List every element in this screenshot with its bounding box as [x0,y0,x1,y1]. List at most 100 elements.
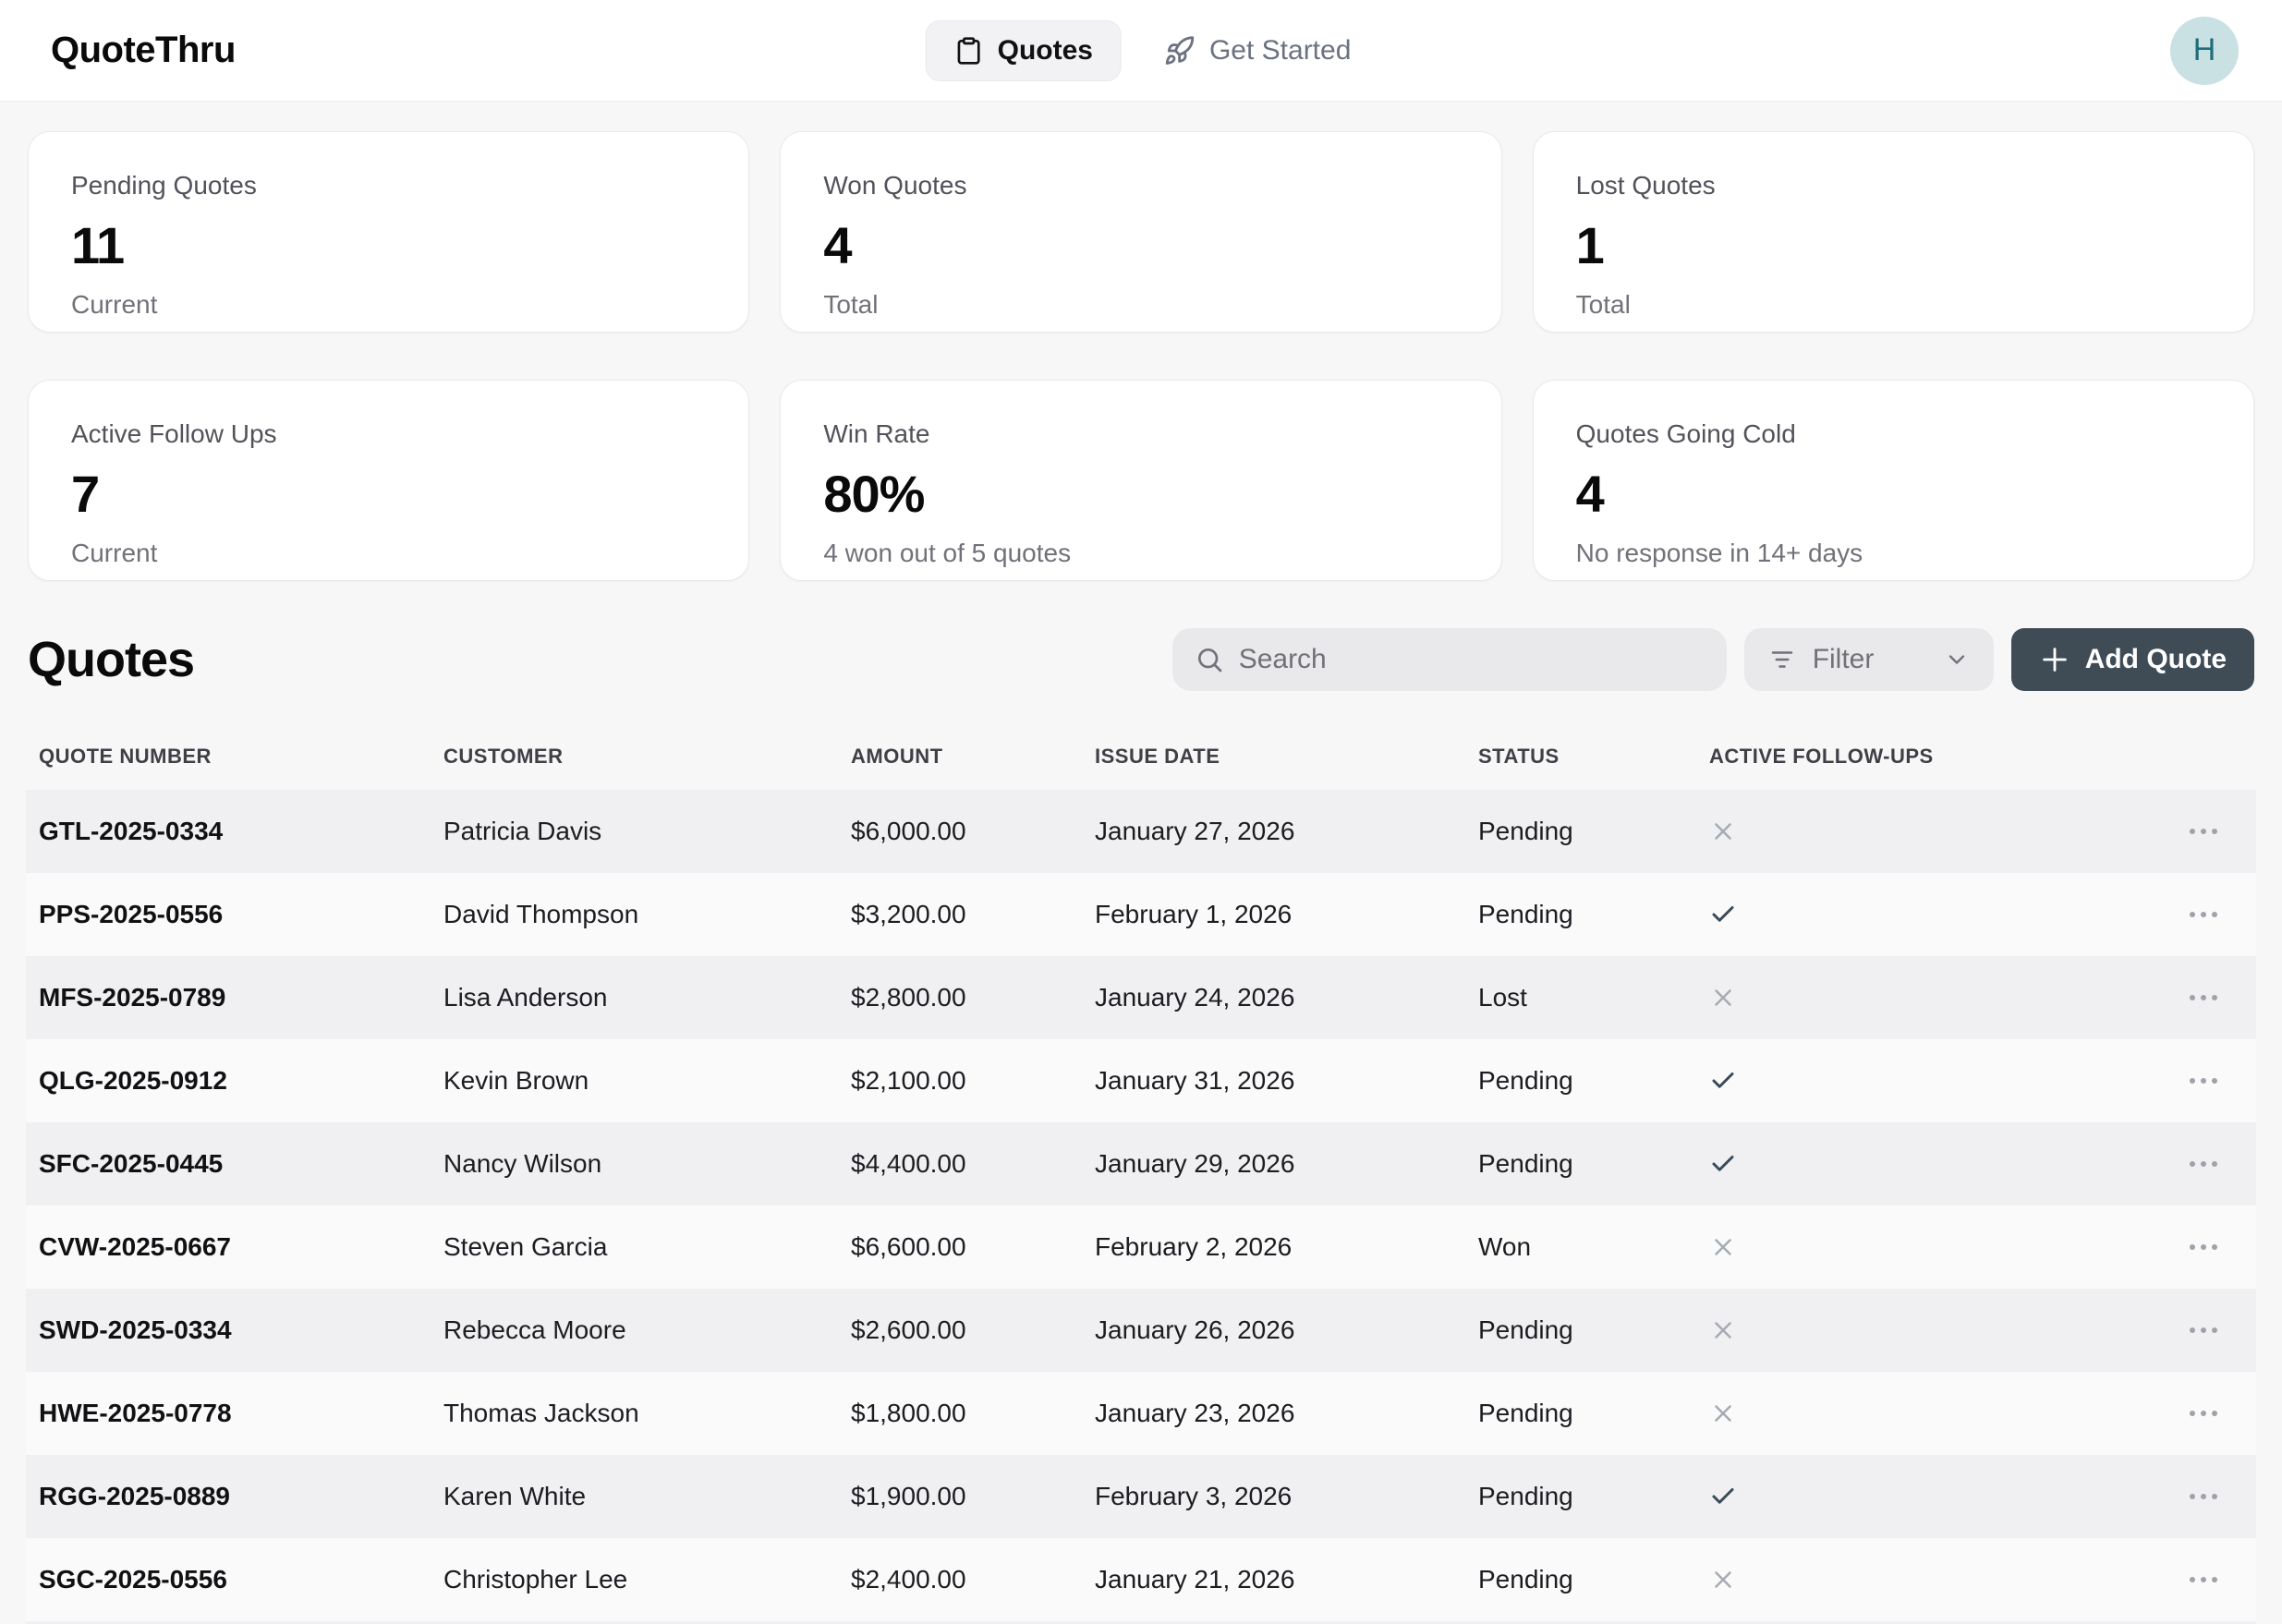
issue-date-cell: January 24, 2026 [1095,983,1295,1012]
stat-card: Win Rate 80% 4 won out of 5 quotes [780,380,1502,581]
row-menu-button[interactable] [2182,1242,2256,1253]
amount-cell: $6,600.00 [851,1232,966,1261]
issue-date-cell: January 29, 2026 [1095,1149,1295,1178]
row-menu-button[interactable] [2182,1158,2256,1170]
user-avatar[interactable]: H [2170,16,2239,85]
check-icon [1709,1067,1737,1095]
col-status: STATUS [1478,745,1560,768]
search-input[interactable] [1238,644,1705,675]
stat-caption: 4 won out of 5 quotes [823,539,1072,567]
amount-cell: $2,800.00 [851,983,966,1012]
amount-cell: $2,400.00 [851,1565,966,1594]
table-row[interactable]: MFS-2025-0789 Lisa Anderson $2,800.00 Ja… [26,956,2256,1039]
tab-get-started[interactable]: Get Started [1159,20,1356,81]
app-logo[interactable]: QuoteThru [51,30,236,70]
table-row[interactable]: CVW-2025-0667 Steven Garcia $6,600.00 Fe… [26,1206,2256,1289]
ellipsis-icon [2188,909,2219,920]
row-menu-button[interactable] [2182,1408,2256,1419]
follow-up-cell [1709,1067,2182,1095]
search-box [1171,628,1727,691]
table-row[interactable]: QLG-2025-0912 Kevin Brown $2,100.00 Janu… [26,1039,2256,1122]
tab-quotes-label: Quotes [997,35,1093,66]
quote-number-cell: SGC-2025-0556 [39,1565,227,1594]
status-cell: Pending [1478,1399,1573,1427]
customer-cell: Steven Garcia [443,1232,608,1261]
status-cell: Pending [1478,1066,1573,1095]
row-menu-button[interactable] [2182,826,2256,837]
table-row[interactable]: SWD-2025-0334 Rebecca Moore $2,600.00 Ja… [26,1289,2256,1372]
ellipsis-icon [2188,1491,2219,1502]
quote-number-cell: CVW-2025-0667 [39,1232,231,1261]
customer-cell: Patricia Davis [443,817,602,845]
stat-label: Quotes Going Cold [1575,419,1796,448]
status-cell: Pending [1478,1482,1573,1510]
ellipsis-icon [2188,1408,2219,1419]
issue-date-cell: January 21, 2026 [1095,1565,1295,1594]
stat-card: Lost Quotes 1 Total [1532,131,2254,333]
issue-date-cell: January 27, 2026 [1095,817,1295,845]
issue-date-cell: February 2, 2026 [1095,1232,1293,1261]
table-header-row: QUOTE NUMBER CUSTOMER AMOUNT ISSUE DATE … [26,734,2256,779]
stat-card: Won Quotes 4 Total [780,131,1502,333]
stat-card: Active Follow Ups 7 Current [28,380,750,581]
customer-cell: Karen White [443,1482,587,1510]
table-row-partial [26,1621,2256,1624]
col-quote-number: QUOTE NUMBER [39,745,212,768]
amount-cell: $6,000.00 [851,817,966,845]
issue-date-cell: February 3, 2026 [1095,1482,1293,1510]
stat-caption: No response in 14+ days [1575,539,1863,567]
ellipsis-icon [2188,1242,2219,1253]
stat-caption: Current [71,539,158,567]
table-row[interactable]: SFC-2025-0445 Nancy Wilson $4,400.00 Jan… [26,1122,2256,1206]
quote-number-cell: PPS-2025-0556 [39,900,224,928]
status-cell: Pending [1478,1149,1573,1178]
col-customer: CUSTOMER [443,745,564,768]
row-menu-button[interactable] [2182,992,2256,1003]
row-menu-button[interactable] [2182,1325,2256,1336]
row-menu-button[interactable] [2182,1574,2256,1585]
table-row[interactable]: GTL-2025-0334 Patricia Davis $6,000.00 J… [26,790,2256,873]
filter-lines-icon [1768,646,1796,673]
status-cell: Won [1478,1232,1532,1261]
customer-cell: Thomas Jackson [443,1399,639,1427]
check-icon [1709,901,1737,928]
ellipsis-icon [2188,1325,2219,1336]
table-row[interactable]: HWE-2025-0778 Thomas Jackson $1,800.00 J… [26,1372,2256,1455]
stat-value: 4 [823,216,852,274]
add-quote-button[interactable]: Add Quote [2010,628,2254,691]
follow-up-cell [1709,1150,2182,1178]
stat-value: 1 [1575,216,1605,274]
x-icon [1709,818,1737,845]
check-icon [1709,1150,1737,1178]
stats-grid: Pending Quotes 11 Current Won Quotes 4 T… [28,131,2254,581]
stat-caption: Current [71,290,158,319]
quotes-toolbar: Filter Add Quote [1171,628,2254,691]
quote-number-cell: SWD-2025-0334 [39,1315,232,1344]
quote-number-cell: GTL-2025-0334 [39,817,224,845]
issue-date-cell: January 26, 2026 [1095,1315,1295,1344]
x-icon [1709,1400,1737,1427]
stat-label: Active Follow Ups [71,419,277,448]
stat-label: Lost Quotes [1575,171,1716,200]
filter-label: Filter [1812,644,1875,674]
row-menu-button[interactable] [2182,909,2256,920]
filter-button[interactable]: Filter [1743,628,1994,691]
status-cell: Lost [1478,983,1527,1012]
row-menu-button[interactable] [2182,1075,2256,1086]
amount-cell: $4,400.00 [851,1149,966,1178]
issue-date-cell: February 1, 2026 [1095,900,1293,928]
ellipsis-icon [2188,1075,2219,1086]
amount-cell: $1,900.00 [851,1482,966,1510]
rocket-icon [1164,35,1196,67]
table-row[interactable]: SGC-2025-0556 Christopher Lee $2,400.00 … [26,1538,2256,1621]
table-row[interactable]: PPS-2025-0556 David Thompson $3,200.00 F… [26,873,2256,956]
row-menu-button[interactable] [2182,1491,2256,1502]
ellipsis-icon [2188,1574,2219,1585]
x-icon [1709,984,1737,1012]
follow-up-cell [1709,1483,2182,1510]
customer-cell: Kevin Brown [443,1066,589,1095]
issue-date-cell: January 31, 2026 [1095,1066,1295,1095]
check-icon [1709,1483,1737,1510]
table-row[interactable]: RGG-2025-0889 Karen White $1,900.00 Febr… [26,1455,2256,1538]
tab-quotes[interactable]: Quotes [925,20,1122,81]
